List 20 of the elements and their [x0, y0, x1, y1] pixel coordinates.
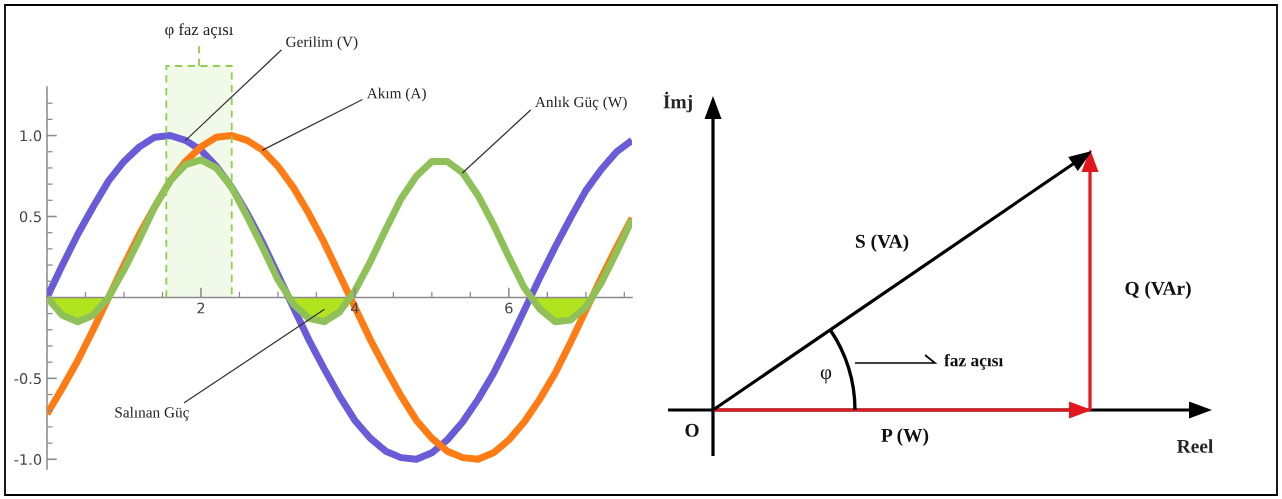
y-tick-label: -0.5 [14, 373, 41, 385]
y-tick-label: -1.0 [14, 454, 42, 466]
text: İmj [663, 91, 692, 113]
text: φ [820, 369, 832, 384]
text: P (W) [881, 428, 929, 446]
text: O [685, 423, 699, 437]
x-tick-label: 4 [350, 302, 359, 314]
text: Anlık Güç (W) [535, 96, 627, 111]
text: Akım (A) [366, 87, 426, 102]
text: Gerilim (V) [286, 36, 358, 51]
text: faz açısı [944, 353, 1004, 370]
text: Q (VAr) [1125, 281, 1191, 299]
x-tick-label: 2 [197, 302, 205, 314]
y-tick-label: 1.0 [20, 130, 42, 142]
text: Salınan Güç [115, 406, 189, 421]
band-label: φ faz açısı [165, 23, 234, 39]
text: S (VA) [855, 234, 909, 252]
y-tick-label: 0.5 [19, 211, 41, 223]
x-tick-label: 6 [505, 302, 513, 314]
text: Reel [1176, 439, 1214, 453]
